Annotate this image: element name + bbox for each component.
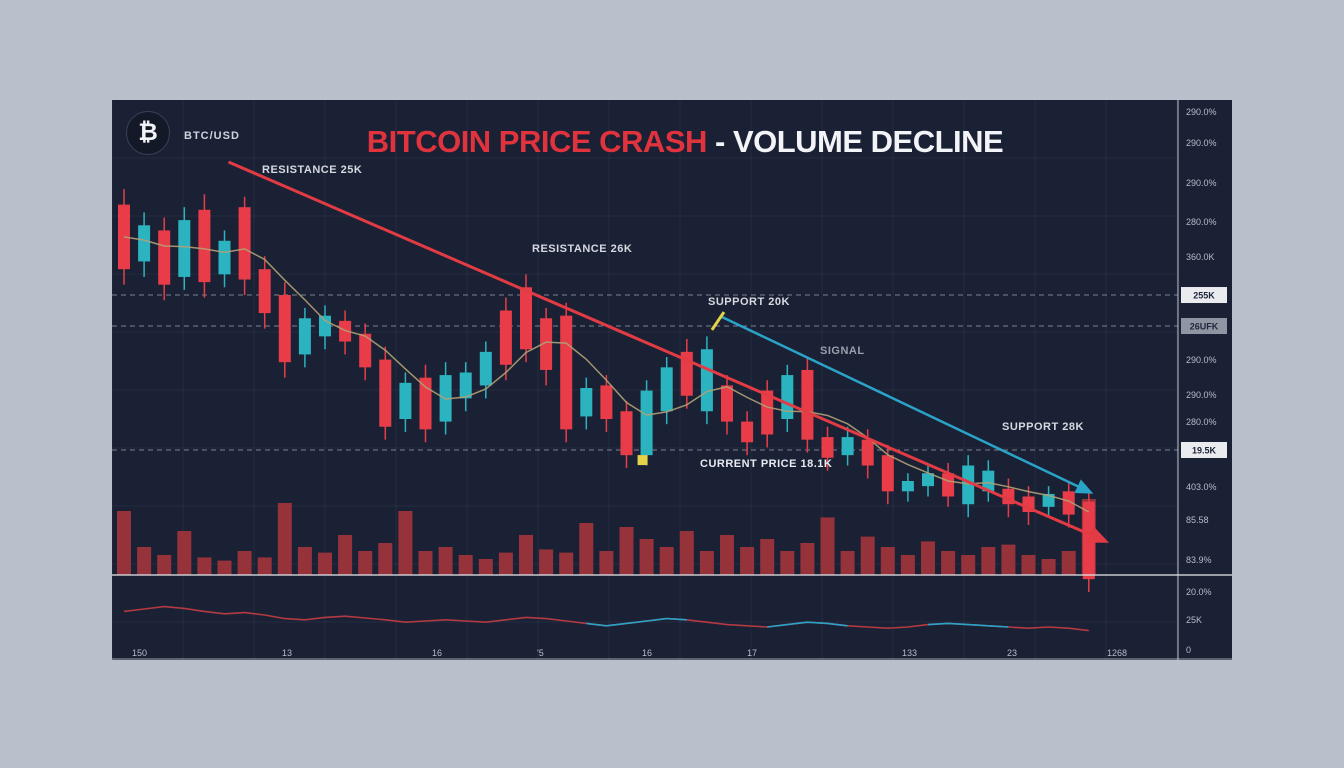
btc-price-chart: 290.0% 290.0% 290.0% 280.0% 360.0K 290.0% 290.… [112,100,1232,660]
svg-text:SUPPORT 28K: SUPPORT 28K [1002,421,1084,433]
trendline-red [227,160,1110,543]
svg-text:20.0%: 20.0% [1186,587,1212,597]
svg-text:280.0%: 280.0% [1186,417,1217,427]
annotations: RESISTANCE 25K RESISTANCE 26K SUPPORT 20K S… [262,164,1084,470]
svg-text:23: 23 [1007,648,1017,658]
chart-title-red: BITCOIN PRICE CRASH [366,124,716,159]
svg-text:19.5K: 19.5K [1192,446,1217,456]
svg-text:25K: 25K [1186,615,1202,625]
svg-text:83.9%: 83.9% [1186,555,1212,565]
bitcoin-logo-icon: ₿ [126,111,170,155]
svg-text:290.0%: 290.0% [1186,107,1217,117]
svg-text:290.0%: 290.0% [1186,138,1217,148]
chart-panel: 290.0% 290.0% 290.0% 280.0% 360.0K 290.0% 290.… [112,100,1232,660]
svg-text:RESISTANCE 25K: RESISTANCE 25K [262,164,362,176]
svg-text:290.0%: 290.0% [1186,355,1217,365]
svg-text:RESISTANCE 26K: RESISTANCE 26K [532,243,632,255]
svg-text:150: 150 [132,648,147,658]
svg-text:1268: 1268 [1107,648,1127,658]
ma-line [123,236,1090,513]
pair-label: BTC/USD [184,130,240,142]
rsi-line [123,605,1089,632]
svg-text:13: 13 [282,648,292,658]
bitcoin-glyph: ₿ [138,119,158,146]
chart-title: BITCOIN PRICE CRASH - VOLUME DECLINE [366,124,1004,160]
x-axis: 150 13 16 '5 16 17 133 23 1268 [132,648,1127,658]
svg-text:16: 16 [432,648,442,658]
svg-text:290.0%: 290.0% [1186,178,1217,188]
svg-text:SUPPORT 20K: SUPPORT 20K [708,296,790,308]
trendline-blue [721,315,1094,494]
grid [112,100,1178,660]
chart-title-white: - VOLUME DECLINE [715,124,1004,159]
svg-text:0: 0 [1186,645,1191,655]
svg-text:290.0%: 290.0% [1186,390,1217,400]
svg-text:360.0K: 360.0K [1186,252,1215,262]
svg-text:16: 16 [642,648,652,658]
svg-text:85.58: 85.58 [1186,515,1209,525]
volume-bars [117,499,1096,575]
svg-text:280.0%: 280.0% [1186,217,1217,227]
svg-text:255K: 255K [1193,291,1215,301]
svg-text:133: 133 [902,648,917,658]
signal-markers [637,311,726,466]
svg-text:SIGNAL: SIGNAL [820,345,865,357]
price-axis: 290.0% 290.0% 290.0% 280.0% 360.0K 290.0% 290.… [1181,107,1227,655]
svg-text:403.0%: 403.0% [1186,482,1217,492]
svg-text:CURRENT PRICE 18.1K: CURRENT PRICE 18.1K [700,458,832,470]
svg-text:'5: '5 [537,648,544,658]
separators [112,100,1232,660]
svg-text:26UFK: 26UFK [1190,322,1219,332]
svg-text:17: 17 [747,648,757,658]
